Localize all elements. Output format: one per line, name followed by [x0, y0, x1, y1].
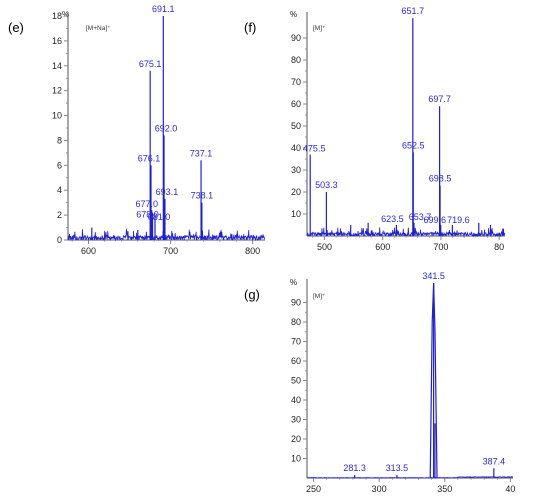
peak-label: 675.1 [139, 59, 162, 69]
x-tick-label: 700 [163, 246, 178, 256]
x-tick-label: 80 [494, 242, 504, 252]
y-tick-label: 20 [291, 187, 301, 197]
panel-label-e: (e) [8, 20, 24, 35]
peak-label: 677.0 [135, 199, 158, 209]
spectrum-trace-f [307, 18, 505, 236]
y-tick-label: 60 [291, 356, 301, 366]
x-tick-label: 600 [81, 246, 96, 256]
peak-labels-f: 475.5503.3623.5651.7652.5653.7697.7698.5… [303, 6, 470, 225]
y-tick-label: 6 [57, 160, 62, 170]
ion-label-g: [M]⁺ [313, 293, 326, 300]
y-tick-label: 10 [291, 454, 301, 464]
peak-label: 719.6 [447, 215, 470, 225]
peak-label: 387.4 [483, 456, 506, 466]
peak-label: 738.1 [191, 191, 214, 201]
y-tick-label: 80 [291, 55, 301, 65]
panel-g: (g) % [M]⁺ 10 20 30 40 50 60 70 80 90 250 300 350 40… [244, 271, 515, 494]
y-tick-label: 70 [291, 337, 301, 347]
y-tick-label: 10 [52, 111, 62, 121]
peak-label: 652.5 [402, 140, 425, 150]
x-tick-label: 700 [433, 242, 448, 252]
y-tick-label: 40 [291, 395, 301, 405]
x-tick-label: 800 [245, 246, 260, 256]
peak-labels-g: 281.3 313.5 341.5 387.4 [343, 271, 505, 473]
y-tick-label: 18 [52, 11, 62, 21]
peak-label: 681.0 [148, 212, 171, 222]
y-tick-label: 50 [291, 376, 301, 386]
peak-label: 693.1 [156, 187, 179, 197]
peak-label: 651.7 [402, 6, 425, 16]
peak-label: 341.5 [422, 271, 445, 281]
peak-label: 676.1 [138, 153, 161, 163]
x-tick-label: 250 [306, 484, 321, 494]
peak-label: 475.5 [303, 144, 326, 154]
peak-label: 737.1 [190, 148, 213, 158]
y-tick-label: 90 [291, 298, 301, 308]
peak-label: 623.5 [381, 214, 404, 224]
baseline-noise [307, 227, 505, 236]
y-tick-label: 30 [291, 165, 301, 175]
y-tick-label: 20 [291, 434, 301, 444]
x-tick-label: 500 [317, 242, 332, 252]
peak-label: 313.5 [386, 463, 409, 473]
x-tick-label: 300 [372, 484, 387, 494]
y-tick-label: 0 [57, 235, 62, 245]
y-tick-label: 90 [291, 33, 301, 43]
y-tick-label: 50 [291, 121, 301, 131]
peak-label: 281.3 [343, 463, 366, 473]
ion-label-e: [M+Na]⁺ [86, 25, 111, 32]
y-tick-label: 16 [52, 36, 62, 46]
x-tick-label: 40 [505, 484, 515, 494]
peak-label: 692.0 [155, 123, 178, 133]
spectrum-trace-g [307, 283, 513, 478]
y-tick-label: 60 [291, 99, 301, 109]
y-tick-label: 10 [291, 209, 301, 219]
y-tick-label: 80 [291, 317, 301, 327]
y-tick-label: 8 [57, 135, 62, 145]
y-tick-label: 12 [52, 86, 62, 96]
peak-label: 698.5 [429, 173, 452, 183]
baseline-noise [68, 229, 265, 240]
peak-label: 503.3 [315, 180, 338, 190]
x-tick-label: 350 [437, 484, 452, 494]
ion-label-f: [M]⁺ [313, 25, 326, 32]
peak-label: 699.6 [423, 215, 446, 225]
panel-f: (f) % [M]⁺ 10 20 30 40 50 60 70 80 90 500 600 700 80… [244, 6, 505, 252]
y-tick-label: 14 [52, 61, 62, 71]
panel-label-g: (g) [244, 287, 260, 302]
y-tick-label: 2 [57, 210, 62, 220]
y-unit-f: % [290, 10, 297, 19]
peak-label: 691.1 [152, 4, 175, 14]
y-tick-label: 30 [291, 415, 301, 425]
x-tick-label: 600 [375, 242, 390, 252]
peak-label: 697.7 [428, 94, 451, 104]
y-tick-label: 4 [57, 185, 62, 195]
y-unit-g: % [290, 278, 297, 287]
y-tick-label: 40 [291, 143, 301, 153]
panel-label-f: (f) [244, 20, 256, 35]
y-tick-label: 70 [291, 77, 301, 87]
